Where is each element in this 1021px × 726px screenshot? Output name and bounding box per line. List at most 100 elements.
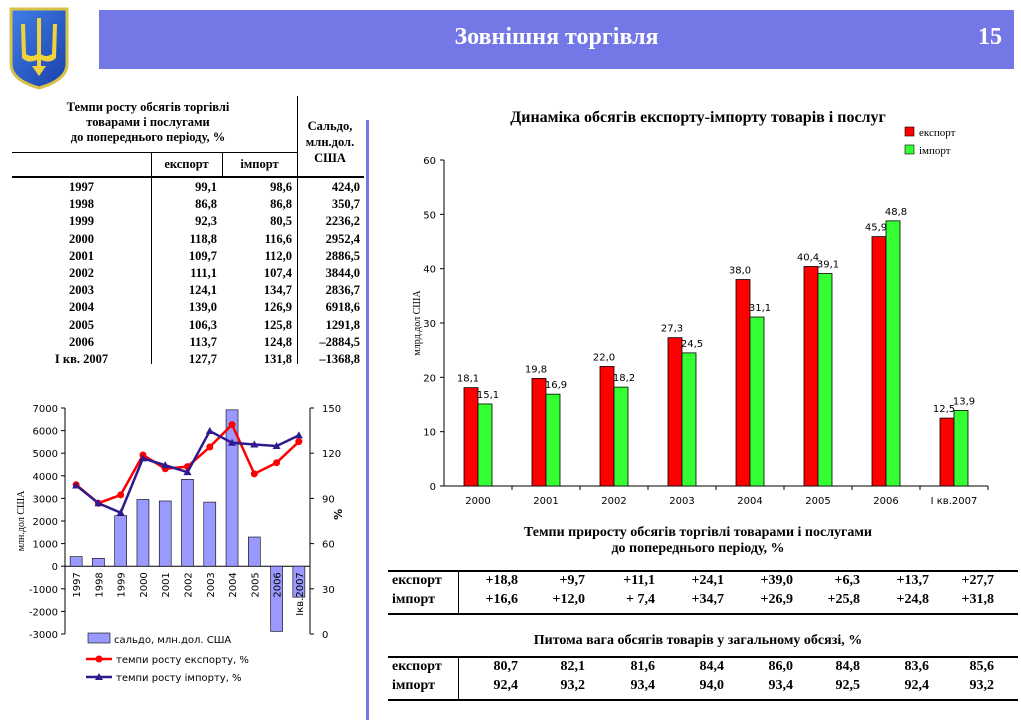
table-row: 2004 139,0 126,9 6918,6: [12, 300, 364, 317]
table-cell: +24,8: [896, 592, 929, 607]
export-import-bar-chart: Динаміка обсягів експорту-імпорту товарі…: [412, 109, 989, 507]
y-tick-label: 60: [423, 156, 436, 167]
point: [228, 421, 236, 429]
table-row: експорт 80,7 82,1 81,6 84,4 86,0 84,8 83,6 85,6: [388, 659, 1018, 679]
cell-import: 80,5: [270, 214, 292, 229]
y2-tick-label: 30: [322, 585, 335, 596]
table-cell: 83,6: [904, 659, 930, 674]
table-cell: 86,0: [768, 659, 794, 674]
row-label: експорт: [392, 659, 442, 674]
x-tick-label: 2000: [139, 572, 150, 597]
cell-year: 1998: [69, 197, 94, 212]
saldo-bar: [136, 499, 150, 567]
y2-tick-label: 0: [322, 630, 328, 641]
bar-експорт: [803, 266, 819, 487]
data-label: 27,3: [661, 324, 683, 335]
bar-експорт: [531, 378, 547, 487]
bar-імпорт: [953, 410, 969, 487]
y-tick-label: 30: [423, 319, 436, 330]
data-label: 12,5: [933, 404, 955, 415]
y-tick-label: 3000: [33, 494, 58, 505]
cell-import: 86,8: [270, 197, 292, 212]
share-table: експорт 80,7 82,1 81,6 84,4 86,0 84,8 83,6 85,6 і…: [388, 656, 1018, 702]
cell-import: 125,8: [263, 317, 292, 332]
table-row: 2003 124,1 134,7 2836,7: [12, 283, 364, 300]
table-cell: +39,0: [760, 573, 793, 588]
bar-імпорт: [545, 393, 561, 487]
y-tick-label: 7000: [33, 404, 58, 415]
x-tick-label: 2001: [533, 496, 558, 507]
legend-label: сальдо, млн.дол. США: [114, 635, 231, 646]
y-axis-label: млн.дол США: [16, 490, 27, 551]
point: [72, 481, 81, 489]
y2-tick-label: 90: [322, 494, 335, 505]
table-row: 1999 92,3 80,5 2236,2: [12, 214, 364, 231]
cell-saldo: 424,0: [331, 180, 360, 194]
table-row: 1997 99,1 98,6 424,0: [12, 180, 364, 197]
bar-імпорт: [613, 386, 629, 487]
chart-title: Динаміка обсягів експорту-імпорту товарі…: [510, 109, 886, 126]
cell-year: 2005: [69, 317, 94, 332]
table-row: 1998 86,8 86,8 350,7: [12, 197, 364, 214]
saldo-growth-combo-chart: 7000 6000 5000 4000 3000 2000 1000 0 -1000 -2000 -…: [16, 404, 345, 684]
data-label: 39,1: [817, 260, 839, 271]
table-cell: 93,4: [630, 678, 656, 693]
trident-emblem-icon: [9, 7, 69, 90]
table-row: 2001 109,7 112,0 2886,5: [12, 249, 364, 266]
data-label: 13,9: [953, 396, 975, 407]
x-tick-label: 1997: [72, 572, 83, 597]
saldo-bar: [225, 409, 239, 567]
table-cell: +6,3: [834, 573, 860, 588]
cell-saldo: 2236,2: [325, 214, 360, 229]
cell-export: 109,7: [188, 248, 217, 263]
saldo-bar: [158, 500, 172, 567]
y-tick-label: -1000: [29, 585, 58, 596]
share-table-title: Питома вага обсягів товарів у загальному…: [533, 633, 863, 648]
table-cell: 93,2: [560, 678, 586, 693]
x-tick-label: 1999: [117, 572, 128, 597]
cell-import: 131,8: [263, 351, 292, 366]
cell-year: 2002: [69, 265, 94, 280]
table-row: I кв. 2007 127,7 131,8 –1368,8: [12, 352, 364, 369]
saldo-bar: [248, 536, 261, 567]
cell-import: 107,4: [263, 265, 292, 280]
cell-saldo: 2886,5: [325, 248, 360, 263]
saldo-bar: [114, 515, 127, 567]
x-tick-label: I кв.2007: [931, 496, 978, 507]
cell-saldo: –2884,5: [319, 334, 360, 349]
header-banner: Зовнішня торгівля 15: [99, 10, 1014, 69]
y-tick-label: 40: [423, 265, 436, 276]
y-tick-label: 20: [423, 373, 436, 384]
data-label: 15,1: [477, 390, 499, 401]
cell-saldo: 2836,7: [325, 283, 360, 298]
point: [294, 431, 303, 439]
table-cell: +26,9: [760, 592, 793, 607]
table-cell: 94,0: [699, 678, 725, 693]
table-row: 2002 111,1 107,4 3844,0: [12, 266, 364, 283]
page-title: Зовнішня торгівля: [454, 24, 659, 50]
point: [205, 427, 214, 435]
cell-year: 2006: [69, 334, 94, 349]
growth-table: експорт +18,8 +9,7 +11,1 +24,1 +39,0 +6,3 +13,7…: [388, 570, 1018, 615]
cell-saldo: 350,7: [331, 197, 360, 212]
x-tick-label: 2005: [250, 572, 261, 597]
table-cell: +34,7: [691, 592, 724, 607]
data-label: 45,9: [865, 223, 887, 234]
cell-import: 124,8: [263, 334, 292, 349]
x-tick-label: 2006: [873, 496, 898, 507]
point: [295, 438, 303, 446]
y-tick-label: 1000: [33, 540, 58, 551]
page-number: 15: [978, 24, 1002, 50]
point: [183, 468, 192, 476]
table-row: 2005 106,3 125,8 1291,8: [12, 318, 364, 335]
cell-export: 99,1: [195, 180, 217, 194]
table-cell: +18,8: [485, 573, 518, 588]
legend-label: темпи росту імпорту, %: [116, 672, 242, 684]
table-cell: 84,4: [699, 659, 725, 674]
cell-export: 92,3: [195, 214, 217, 229]
cell-export: 127,7: [188, 351, 217, 366]
table-row: імпорт 92,4 93,2 93,4 94,0 93,4 92,5 92,4 93,2: [388, 678, 1018, 698]
y-tick-label: -2000: [29, 607, 58, 618]
bar-експорт: [939, 417, 955, 487]
data-label: 48,8: [885, 207, 907, 218]
